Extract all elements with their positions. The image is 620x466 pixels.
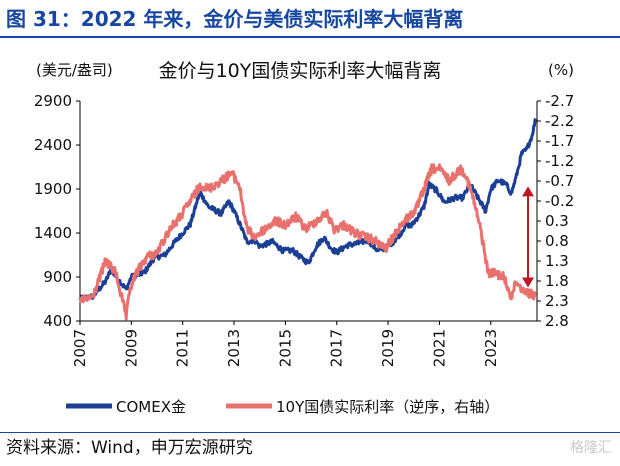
- left-tick-label: 2400: [34, 136, 72, 154]
- annotation-layer: [522, 186, 535, 288]
- series-line-comex-gold: [78, 117, 538, 302]
- divergence-arrow-head-top: [522, 186, 535, 197]
- right-tick-label: 1.3: [545, 252, 569, 270]
- chart-title: 金价与10Y国债实际利率大幅背离: [159, 60, 442, 82]
- source-note: 资料来源：Wind，申万宏源研究: [6, 438, 253, 458]
- divergence-arrow-head-bottom: [522, 277, 535, 288]
- x-tick-label: 2021: [430, 329, 448, 367]
- left-tick-label: 2900: [34, 92, 72, 110]
- x-tick-label: 2019: [379, 329, 397, 367]
- right-tick-label: -2.2: [545, 112, 574, 130]
- right-tick-label: 0.3: [545, 212, 569, 230]
- left-tick-label: 400: [43, 312, 72, 330]
- footer-divider: [0, 432, 620, 433]
- right-tick-label: -0.2: [545, 192, 574, 210]
- right-tick-label: -1.2: [545, 152, 574, 170]
- legend-label-comex-gold: COMEX金: [116, 398, 186, 416]
- title-divider: [0, 36, 620, 38]
- chart: 金价与10Y国债实际利率大幅背离 (美元/盎司) (%) 400 900 1400 1…: [34, 60, 574, 416]
- series-layer: [78, 117, 538, 321]
- series-line-10y-real-yield: [78, 163, 538, 321]
- x-tick-label: 2013: [225, 329, 243, 367]
- x-tick-label: 2011: [174, 329, 192, 367]
- right-tick-label: 0.8: [545, 232, 569, 250]
- x-tick-label: 2015: [276, 329, 294, 367]
- left-tick-label: 1900: [34, 180, 72, 198]
- x-tick-label: 2023: [482, 329, 500, 367]
- figure-title: 图 31：2022 年来，金价与美债实际利率大幅背离: [6, 7, 464, 31]
- axes: 400 900 1400 1900 2400 2900 -2.7 -2.2 -1.7 -1.2 -0…: [34, 92, 574, 367]
- right-tick-label: 2.3: [545, 292, 569, 310]
- right-tick-label: -2.7: [545, 92, 574, 110]
- right-tick-label: 2.8: [545, 312, 569, 330]
- legend-label-10y-real-yield: 10Y国债实际利率（逆序，右轴）: [276, 398, 499, 416]
- left-tick-label: 900: [43, 268, 72, 286]
- watermark: 格隆汇: [570, 440, 612, 456]
- right-tick-label: -1.7: [545, 132, 574, 150]
- right-tick-label: 1.8: [545, 272, 569, 290]
- x-tick-label: 2007: [71, 329, 89, 367]
- left-axis-unit: (美元/盎司): [36, 61, 113, 79]
- legend: COMEX金 10Y国债实际利率（逆序，右轴）: [66, 398, 499, 416]
- x-tick-label: 2009: [122, 329, 140, 367]
- right-tick-label: -0.7: [545, 172, 574, 190]
- right-axis-unit: (%): [548, 61, 574, 79]
- left-tick-label: 1400: [34, 224, 72, 242]
- x-tick-label: 2017: [328, 329, 346, 367]
